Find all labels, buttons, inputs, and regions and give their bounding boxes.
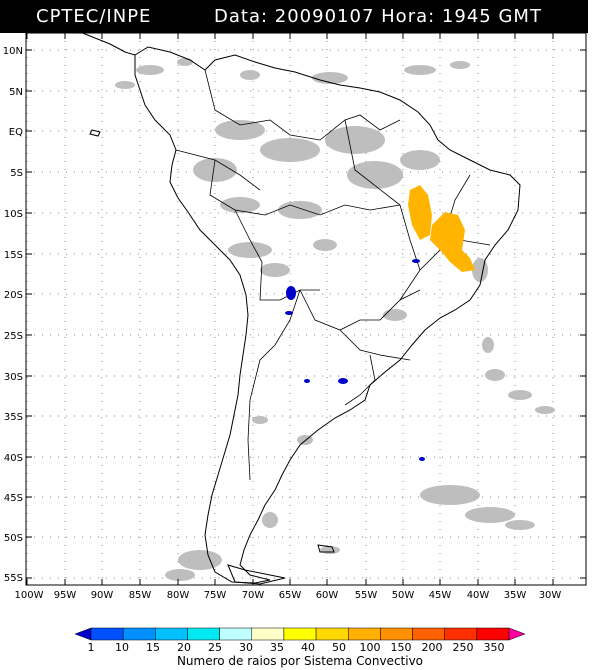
legend-swatch <box>187 627 220 641</box>
legend-swatch <box>315 627 349 641</box>
lon-label: 100W <box>15 590 44 601</box>
legend-arrow-high <box>508 627 526 641</box>
lon-label: 35W <box>504 590 527 601</box>
lon-label: 75W <box>204 590 227 601</box>
longitude-labels: 100W 95W 90W 85W 80W 75W 70W 65W 60W 55W… <box>15 590 562 601</box>
legend-tick: 200 <box>422 641 443 654</box>
storm-system-blue-5 <box>412 259 420 263</box>
legend-tick: 20 <box>177 641 191 654</box>
latitude-tick-marks <box>26 49 586 579</box>
lat-label: 20S <box>4 290 23 301</box>
lon-label: 65W <box>279 590 302 601</box>
storm-system-orange-2 <box>430 212 475 272</box>
lon-label: 60W <box>316 590 339 601</box>
lat-label: 55S <box>4 573 23 584</box>
legend-swatch <box>412 627 445 641</box>
date-value: 20090107 <box>274 6 375 27</box>
legend-arrow-low <box>74 627 92 641</box>
storm-system-blue-3 <box>304 379 310 383</box>
lat-label: 40S <box>4 453 23 464</box>
legend-tick: 25 <box>208 641 222 654</box>
legend-tick: 100 <box>360 641 381 654</box>
legend-tick: 150 <box>391 641 412 654</box>
lon-label: 70W <box>242 590 265 601</box>
timezone-value: GMT <box>498 6 542 27</box>
legend-tick: 10 <box>115 641 129 654</box>
lat-label: 5N <box>9 87 23 98</box>
legend-swatch <box>444 627 478 641</box>
graticule <box>26 33 586 585</box>
lon-label: 80W <box>167 590 190 601</box>
legend-tick: 350 <box>484 641 505 654</box>
lon-label: 30W <box>539 590 562 601</box>
lon-label: 90W <box>91 590 114 601</box>
date-label: Data: <box>214 6 269 27</box>
storm-system-orange-1 <box>408 185 432 240</box>
legend-swatch <box>476 627 510 641</box>
storm-system-blue-6 <box>419 457 425 461</box>
legend-caption: Numero de raios por Sistema Convectivo <box>176 654 424 668</box>
falkland-islands <box>317 544 335 553</box>
lat-label: 15S <box>4 250 23 261</box>
lat-label: 45S <box>4 493 23 504</box>
lat-label: 30S <box>4 372 23 383</box>
latitude-labels: 10N 5N EQ 5S 10S 15S 20S 25S 30S 35S 40S… <box>3 46 23 584</box>
header-bar: CPTEC/INPE Data: 20090107 Hora: 1945 GMT <box>0 0 588 33</box>
storm-system-blue-2 <box>285 311 293 315</box>
time-label: Hora: <box>381 6 436 27</box>
legend-tick: 50 <box>332 641 346 654</box>
timestamp-label: Data: 20090107 Hora: 1945 GMT <box>214 6 542 27</box>
legend-swatch <box>251 627 285 641</box>
lat-label: 10N <box>3 46 23 57</box>
cloud-cover <box>115 58 555 581</box>
color-legend-ticks: 1 10 15 20 25 30 35 40 50 100 150 200 25… <box>88 641 505 654</box>
storm-system-blue-4 <box>338 378 348 384</box>
lon-label: 40W <box>467 590 490 601</box>
legend-tick: 40 <box>301 641 315 654</box>
legend-tick: 1 <box>88 641 95 654</box>
lightning-systems <box>285 185 475 461</box>
lat-label: 10S <box>4 209 23 220</box>
legend-tick: 250 <box>453 641 474 654</box>
tierra-del-fuego <box>227 564 286 585</box>
legend-swatch <box>380 627 413 641</box>
lon-label: 85W <box>129 590 152 601</box>
galapagos <box>89 129 101 137</box>
legend-swatch <box>219 627 253 641</box>
lon-label: 45W <box>429 590 452 601</box>
lon-label: 50W <box>392 590 415 601</box>
storm-system-blue-1 <box>286 286 296 300</box>
lon-label: 95W <box>54 590 77 601</box>
legend-tick: 35 <box>270 641 284 654</box>
lat-label: 5S <box>10 168 23 179</box>
org-label: CPTEC/INPE <box>36 6 152 27</box>
lat-label: EQ <box>9 127 23 138</box>
legend-tick: 15 <box>146 641 160 654</box>
legend-swatch <box>155 627 188 641</box>
legend-swatch <box>122 627 156 641</box>
lat-label: 50S <box>4 533 23 544</box>
central-america <box>69 27 136 56</box>
legend-swatch <box>347 627 381 641</box>
south-america-coastline <box>134 46 521 584</box>
color-legend-bar <box>74 627 526 641</box>
coastlines-and-borders <box>69 27 521 585</box>
legend-tick: 30 <box>239 641 253 654</box>
lat-label: 35S <box>4 412 23 423</box>
map-frame <box>25 32 587 586</box>
lat-label: 25S <box>4 331 23 342</box>
legend-swatch <box>283 627 317 641</box>
time-value: 1945 <box>441 6 492 27</box>
legend-swatch <box>90 627 124 641</box>
lon-label: 55W <box>355 590 378 601</box>
longitude-tick-marks <box>26 33 554 585</box>
